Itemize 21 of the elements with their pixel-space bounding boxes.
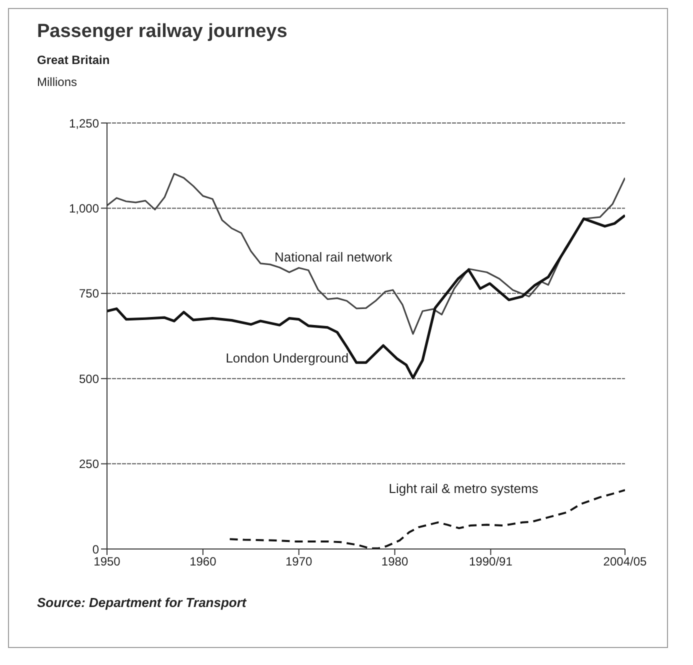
y-tick-label: 1,000 [68,201,100,216]
x-tick-label: 1980 [381,554,408,569]
x-tick-label: 1960 [190,554,217,569]
x-tick-label: 1990/91 [469,554,513,569]
chart-subtitle: Great Britain [37,53,110,67]
line-series [107,172,625,335]
y-tick-label: 500 [78,372,100,386]
y-tick-label: 250 [78,457,100,472]
x-tick-label: 1950 [94,554,121,569]
x-tick-label: 2004/05 [603,554,648,569]
series-label: London Underground [226,350,349,366]
y-axis-title: Millions [37,75,78,89]
line-series [107,214,625,380]
x-tick-label: 1970 [286,554,313,569]
series-label: National rail network [274,249,393,264]
source-note: Source: Department for Transport [37,595,246,610]
chart-title: Passenger railway journeys [37,21,288,43]
series-label: Light rail & metro systems [388,481,539,496]
y-tick-label: 750 [78,286,100,301]
y-tick-label: 0 [92,542,100,556]
y-tick-label: 1,250 [68,116,100,130]
